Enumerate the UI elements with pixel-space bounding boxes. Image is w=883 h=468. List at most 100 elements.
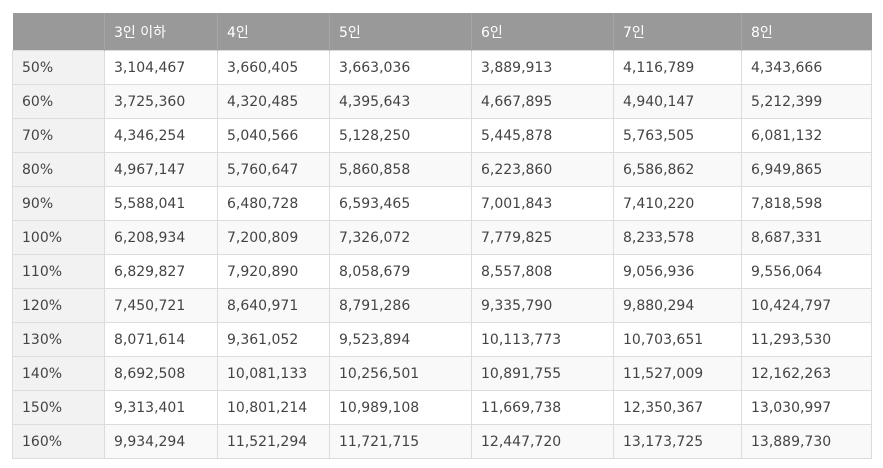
table-cell: 12,162,263	[741, 356, 872, 391]
income-table-container: 3인 이하 4인 5인 6인 7인 8인 50% 3,104,467 3,660,4…	[12, 13, 872, 459]
table-cell: 12,350,367	[613, 390, 742, 425]
table-cell: 5,588,041	[104, 186, 218, 221]
table-cell: 7,326,072	[329, 220, 472, 255]
table-cell: 3,104,467	[104, 50, 218, 85]
table-cell: 9,313,401	[104, 390, 218, 425]
table-cell: 6,593,465	[329, 186, 472, 221]
table-cell: 6,081,132	[741, 118, 872, 153]
table-row: 150% 9,313,401 10,801,214 10,989,108 11,669,…	[12, 390, 872, 425]
row-header-cell: 100%	[12, 220, 105, 255]
row-header-cell: 120%	[12, 288, 105, 323]
row-header-cell: 140%	[12, 356, 105, 391]
table-cell: 3,660,405	[217, 50, 330, 85]
table-cell: 7,450,721	[104, 288, 218, 323]
table-cell: 9,361,052	[217, 322, 330, 357]
row-header-cell: 90%	[12, 186, 105, 221]
income-table: 3인 이하 4인 5인 6인 7인 8인 50% 3,104,467 3,660,4…	[12, 13, 872, 459]
table-body: 50% 3,104,467 3,660,405 3,663,036 3,889,913 4…	[12, 50, 872, 459]
table-cell: 7,200,809	[217, 220, 330, 255]
table-header: 3인 이하 4인 5인 6인 7인 8인	[12, 13, 872, 51]
header-cell-5: 5인	[329, 13, 472, 51]
table-cell: 8,071,614	[104, 322, 218, 357]
table-cell: 8,640,971	[217, 288, 330, 323]
table-row: 130% 8,071,614 9,361,052 9,523,894 10,113,77…	[12, 322, 872, 357]
table-cell: 4,346,254	[104, 118, 218, 153]
table-row: 70% 4,346,254 5,040,566 5,128,250 5,445,878 5…	[12, 118, 872, 153]
row-header-cell: 50%	[12, 50, 105, 85]
table-cell: 4,343,666	[741, 50, 872, 85]
table-cell: 13,173,725	[613, 424, 742, 459]
table-cell: 4,940,147	[613, 84, 742, 119]
table-cell: 10,081,133	[217, 356, 330, 391]
table-cell: 5,763,505	[613, 118, 742, 153]
table-cell: 6,829,827	[104, 254, 218, 289]
header-row: 3인 이하 4인 5인 6인 7인 8인	[12, 13, 872, 51]
table-cell: 9,335,790	[471, 288, 614, 323]
table-cell: 10,256,501	[329, 356, 472, 391]
table-cell: 9,523,894	[329, 322, 472, 357]
table-cell: 11,721,715	[329, 424, 472, 459]
table-cell: 6,223,860	[471, 152, 614, 187]
table-cell: 8,233,578	[613, 220, 742, 255]
table-cell: 5,040,566	[217, 118, 330, 153]
table-row: 100% 6,208,934 7,200,809 7,326,072 7,779,825…	[12, 220, 872, 255]
table-cell: 6,480,728	[217, 186, 330, 221]
table-cell: 4,667,895	[471, 84, 614, 119]
row-header-cell: 160%	[12, 424, 105, 459]
table-cell: 4,320,485	[217, 84, 330, 119]
table-row: 90% 5,588,041 6,480,728 6,593,465 7,001,843 7…	[12, 186, 872, 221]
row-header-cell: 70%	[12, 118, 105, 153]
row-header-cell: 110%	[12, 254, 105, 289]
table-cell: 10,989,108	[329, 390, 472, 425]
table-cell: 11,527,009	[613, 356, 742, 391]
table-cell: 6,586,862	[613, 152, 742, 187]
table-cell: 7,818,598	[741, 186, 872, 221]
table-cell: 6,208,934	[104, 220, 218, 255]
table-cell: 10,424,797	[741, 288, 872, 323]
table-cell: 5,445,878	[471, 118, 614, 153]
table-cell: 5,760,647	[217, 152, 330, 187]
table-cell: 11,521,294	[217, 424, 330, 459]
table-row: 60% 3,725,360 4,320,485 4,395,643 4,667,895 4…	[12, 84, 872, 119]
row-header-cell: 150%	[12, 390, 105, 425]
table-cell: 8,557,808	[471, 254, 614, 289]
table-cell: 4,116,789	[613, 50, 742, 85]
row-header-cell: 60%	[12, 84, 105, 119]
table-cell: 8,687,331	[741, 220, 872, 255]
row-header-cell: 80%	[12, 152, 105, 187]
table-cell: 8,058,679	[329, 254, 472, 289]
table-row: 140% 8,692,508 10,081,133 10,256,501 10,891,…	[12, 356, 872, 391]
table-cell: 3,889,913	[471, 50, 614, 85]
table-cell: 9,934,294	[104, 424, 218, 459]
table-cell: 10,801,214	[217, 390, 330, 425]
table-cell: 9,056,936	[613, 254, 742, 289]
table-cell: 12,447,720	[471, 424, 614, 459]
table-cell: 10,113,773	[471, 322, 614, 357]
table-row: 80% 4,967,147 5,760,647 5,860,858 6,223,860 6…	[12, 152, 872, 187]
table-row: 120% 7,450,721 8,640,971 8,791,286 9,335,790…	[12, 288, 872, 323]
header-cell-7: 7인	[613, 13, 742, 51]
table-cell: 7,410,220	[613, 186, 742, 221]
table-row: 110% 6,829,827 7,920,890 8,058,679 8,557,808…	[12, 254, 872, 289]
header-cell-6: 6인	[471, 13, 614, 51]
table-cell: 10,891,755	[471, 356, 614, 391]
table-row: 160% 9,934,294 11,521,294 11,721,715 12,447,…	[12, 424, 872, 459]
table-cell: 6,949,865	[741, 152, 872, 187]
table-row: 50% 3,104,467 3,660,405 3,663,036 3,889,913 4…	[12, 50, 872, 85]
table-cell: 11,293,530	[741, 322, 872, 357]
table-cell: 13,030,997	[741, 390, 872, 425]
table-cell: 5,128,250	[329, 118, 472, 153]
table-cell: 7,779,825	[471, 220, 614, 255]
table-cell: 7,920,890	[217, 254, 330, 289]
table-cell: 13,889,730	[741, 424, 872, 459]
table-cell: 8,692,508	[104, 356, 218, 391]
table-cell: 9,880,294	[613, 288, 742, 323]
header-cell-corner	[12, 13, 105, 51]
table-cell: 8,791,286	[329, 288, 472, 323]
header-cell-8: 8인	[741, 13, 872, 51]
table-cell: 3,663,036	[329, 50, 472, 85]
table-cell: 5,860,858	[329, 152, 472, 187]
table-cell: 4,967,147	[104, 152, 218, 187]
table-cell: 10,703,651	[613, 322, 742, 357]
table-cell: 9,556,064	[741, 254, 872, 289]
